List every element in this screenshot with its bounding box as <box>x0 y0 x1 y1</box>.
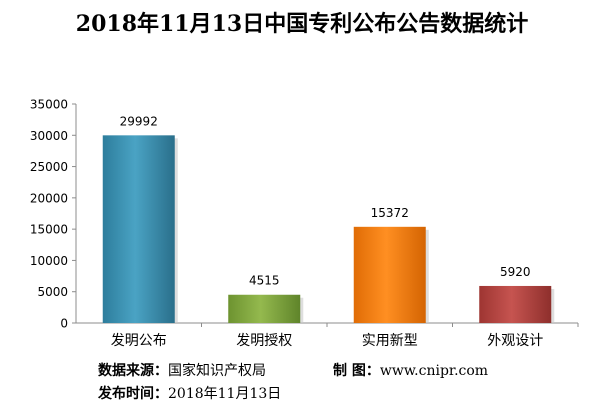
bar-value-label: 4515 <box>249 274 280 288</box>
data-source-value: 国家知识产权局 <box>168 363 266 379</box>
y-tick-label: 10000 <box>30 254 68 268</box>
publish-date-value: 2018年11月13日 <box>168 386 281 402</box>
y-tick-label: 35000 <box>30 98 68 112</box>
y-tick-label: 0 <box>60 317 68 331</box>
chart-maker-label: 制 图： <box>333 363 380 379</box>
chart-maker-value: www.cnipr.com <box>380 363 488 379</box>
data-source: 数据来源：国家知识产权局 <box>98 360 266 380</box>
bar-value-label: 29992 <box>120 114 158 128</box>
x-category-label: 外观设计 <box>487 333 543 349</box>
y-tick-label: 30000 <box>30 129 68 143</box>
bar-4 <box>479 286 551 323</box>
bar-2 <box>228 295 300 323</box>
x-category-label: 发明公布 <box>111 333 167 349</box>
bar-3 <box>354 227 426 323</box>
publish-date-label: 发布时间： <box>98 386 168 402</box>
y-tick-label: 25000 <box>30 160 68 174</box>
y-tick-label: 5000 <box>37 285 68 299</box>
data-source-label: 数据来源： <box>98 363 168 379</box>
y-tick-label: 20000 <box>30 191 68 205</box>
publish-date: 发布时间：2018年11月13日 <box>98 383 281 403</box>
bar-value-label: 15372 <box>371 206 409 220</box>
x-category-label: 实用新型 <box>362 333 418 349</box>
x-category-label: 发明授权 <box>236 333 292 349</box>
y-tick-label: 15000 <box>30 223 68 237</box>
chart-maker: 制 图：www.cnipr.com <box>333 360 488 380</box>
bar-value-label: 5920 <box>500 265 531 279</box>
bar-1 <box>103 135 175 323</box>
